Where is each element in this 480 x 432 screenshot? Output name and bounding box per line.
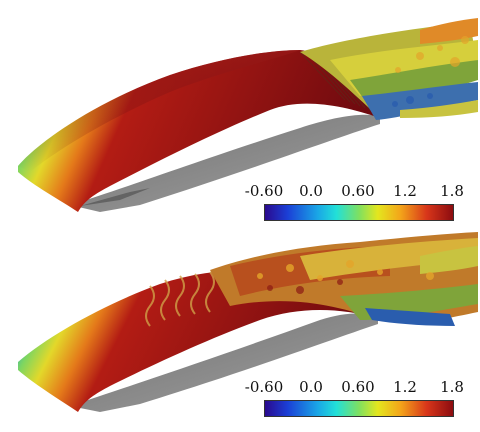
bottom-colorbar-tick: 1.8	[440, 378, 464, 396]
top-colorbar-tick: 0.60	[341, 182, 375, 200]
bottom-airfoil-surface	[18, 270, 378, 412]
bottom-turbulent-wake	[210, 232, 478, 326]
bottom-airfoil-visualization	[18, 232, 478, 412]
bottom-colorbar-gradient	[264, 400, 454, 417]
bottom-colorbar-tick: -0.60	[244, 378, 284, 396]
top-colorbar-gradient	[264, 204, 454, 221]
bottom-colorbar-tick: 0.60	[341, 378, 375, 396]
top-airfoil-surface	[18, 50, 380, 212]
top-underside	[70, 114, 380, 212]
bottom-colorbar-tick: 1.2	[393, 378, 417, 396]
top-turbulent-wake	[300, 18, 478, 120]
top-colorbar-tick: 1.2	[393, 182, 417, 200]
top-colorbar-tick: 1.8	[440, 182, 464, 200]
top-colorbar-tick: 0.0	[299, 182, 323, 200]
top-colorbar-tick: -0.60	[244, 182, 284, 200]
bottom-colorbar-tick: 0.0	[299, 378, 323, 396]
bottom-colorbar: -0.60 0.0 0.60 1.2 1.8	[232, 378, 464, 422]
bottom-panel: -0.60 0.0 0.60 1.2 1.8	[0, 216, 480, 432]
bottom-transition-streaks	[145, 271, 215, 327]
top-panel: -0.60 0.0 0.60 1.2 1.8	[18, 18, 478, 221]
top-colorbar: -0.60 0.0 0.60 1.2 1.8	[232, 182, 464, 226]
bottom-underside	[70, 313, 378, 412]
top-airfoil-visualization	[18, 18, 478, 212]
